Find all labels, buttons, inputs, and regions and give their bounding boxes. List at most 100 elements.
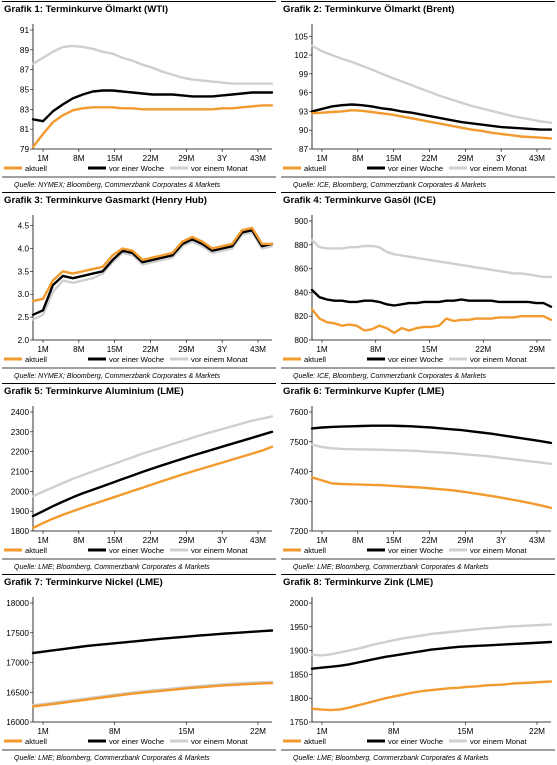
chart-panel-3: Grafik 3: Terminkurve Gasmarkt (Henry Hu… [2,192,276,380]
chart-panel-2: Grafik 2: Terminkurve Ölmarkt (Brent) 87 9… [281,1,555,189]
series-line-monat [31,44,274,85]
y-tick-label: 1900 [290,647,309,656]
x-tick-label: 8M [73,154,85,163]
x-tick-label: 29M [178,345,194,354]
legend-label-aktuell: aktuell [25,737,47,746]
series-line-aktuell [310,476,553,510]
legend-label-monat: vor einem Monat [470,355,527,364]
x-tick-label: 3Y [217,536,228,545]
series-line-woche [31,229,274,317]
series-line-woche [310,640,553,670]
legend-label-woche: vor einer Woche [109,355,164,364]
legend-label-monat: vor einem Monat [191,164,248,173]
y-tick-label: 87 [20,66,30,75]
y-tick-label: 1900 [11,507,30,516]
y-tick-label: 99 [299,70,309,79]
series-line-aktuell [31,226,274,303]
series-line-monat [310,44,553,124]
y-tick-label: 96 [299,89,309,98]
y-tick-label: 2000 [290,599,309,608]
legend-label-monat: vor einem Monat [470,737,527,746]
x-tick-label: 15M [386,536,402,545]
y-tick-label: 85 [20,86,30,95]
x-tick-label: 29M [178,536,194,545]
chart-panel-4: Grafik 4: Terminkurve Gasöl (ICE) 800 820 8… [281,192,555,380]
y-tick-label: 2.5 [18,313,30,322]
y-tick-label: 2300 [11,428,30,437]
x-tick-label: 1M [37,154,49,163]
y-tick-label: 3.0 [18,290,30,299]
x-tick-label: 43M [529,154,545,163]
chart-source: Quelle: LME; Bloomberg, Commerzbank Corp… [14,755,210,762]
legend-label-monat: vor einem Monat [191,546,248,555]
y-tick-label: 17500 [6,629,29,638]
x-tick-label: 8M [109,727,121,736]
y-tick-label: 7400 [290,468,309,477]
x-tick-label: 3Y [496,154,507,163]
x-tick-label: 22M [422,536,438,545]
series-line-monat [310,238,553,279]
y-tick-label: 4.0 [18,244,30,253]
x-tick-label: 8M [73,345,85,354]
series-line-monat [310,443,553,466]
x-tick-label: 1M [316,154,328,163]
x-tick-label: 29M [457,536,473,545]
y-tick-label: 91 [20,26,30,35]
x-tick-label: 29M [457,154,473,163]
y-tick-label: 81 [20,125,30,134]
x-tick-label: 22M [143,536,159,545]
x-tick-label: 22M [250,727,266,736]
y-tick-label: 16000 [6,718,29,727]
y-tick-label: 860 [294,265,308,274]
legend-label-woche: vor einer Woche [109,546,164,555]
y-tick-label: 2200 [11,448,30,457]
y-tick-label: 83 [20,105,30,114]
y-tick-label: 7500 [290,438,309,447]
y-tick-label: 2400 [11,408,30,417]
chart-title: Grafik 6: Terminkurve Kupfer (LME) [283,386,444,397]
x-tick-label: 43M [250,536,266,545]
chart-title: Grafik 5: Terminkurve Aluminium (LME) [4,386,184,397]
series-line-woche [31,89,274,123]
legend-label-monat: vor einem Monat [470,164,527,173]
legend-label-aktuell: aktuell [304,737,326,746]
x-tick-label: 22M [143,154,159,163]
legend-label-aktuell: aktuell [25,546,47,555]
y-tick-label: 3.5 [18,267,30,276]
x-tick-label: 22M [475,345,491,354]
series-line-woche [310,424,553,445]
chart-source: Quelle: ICE, Bloomberg, Commerzbank Corp… [293,182,486,189]
chart-source: Quelle: LME; Bloomberg, Commerzbank Corp… [293,755,489,762]
y-tick-label: 7300 [290,497,309,506]
x-tick-label: 15M [107,536,123,545]
legend-label-aktuell: aktuell [304,164,326,173]
legend-label-aktuell: aktuell [304,546,326,555]
x-tick-label: 15M [107,345,123,354]
y-tick-label: 1800 [290,694,309,703]
chart-title: Grafik 1: Terminkurve Ölmarkt (WTI) [4,4,168,15]
y-tick-label: 2.0 [18,336,30,345]
x-tick-label: 8M [352,154,364,163]
x-tick-label: 1M [37,536,49,545]
y-tick-label: 1850 [290,670,309,679]
chart-title: Grafik 8: Terminkurve Zink (LME) [283,577,433,588]
chart-source: Quelle: LME; Bloomberg, Commerzbank Corp… [293,564,489,571]
series-line-aktuell [31,681,274,708]
x-tick-label: 22M [143,345,159,354]
x-tick-label: 29M [529,345,545,354]
x-tick-label: 43M [529,536,545,545]
x-tick-label: 8M [352,536,364,545]
legend-label-woche: vor einer Woche [388,546,443,555]
x-tick-label: 15M [178,727,194,736]
x-tick-label: 3Y [217,154,228,163]
x-tick-label: 1M [316,727,328,736]
series-line-monat [31,415,274,498]
y-tick-label: 2000 [11,487,30,496]
y-tick-label: 7200 [290,527,309,536]
y-tick-label: 800 [294,336,308,345]
series-line-aktuell [31,104,274,149]
x-tick-label: 3Y [217,345,228,354]
x-tick-label: 43M [250,154,266,163]
y-tick-label: 16500 [6,688,29,697]
